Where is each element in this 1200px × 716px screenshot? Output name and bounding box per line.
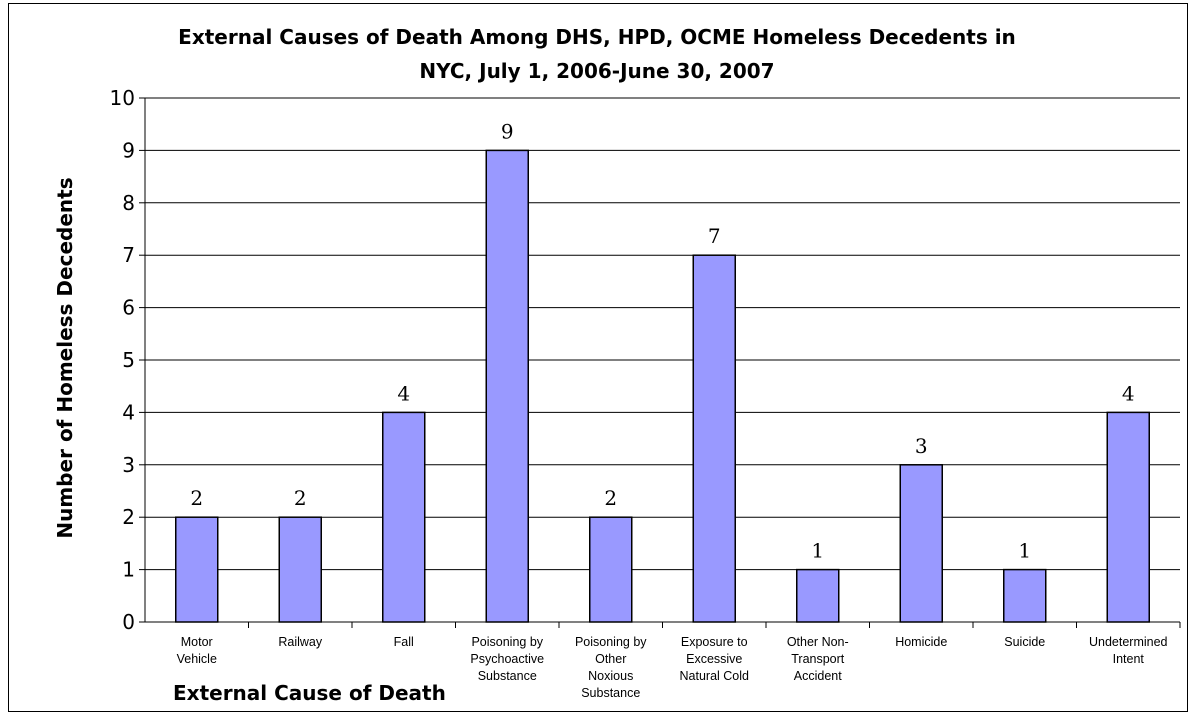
bar (692, 254, 736, 623)
x-tick-label: Undetermined (1089, 635, 1168, 649)
bar (278, 516, 322, 623)
y-tick-label: 9 (122, 138, 135, 162)
x-tick-label: Noxious (588, 669, 633, 683)
data-label: 1 (811, 539, 824, 563)
bar (485, 149, 529, 623)
chart-title-line-0: External Causes of Death Among DHS, HPD,… (178, 25, 1016, 49)
x-tick-label: Poisoning by (471, 635, 543, 649)
data-label: 1 (1018, 539, 1031, 563)
x-tick-label: Motor (181, 635, 213, 649)
bar (1003, 568, 1047, 623)
data-label: 4 (1122, 381, 1135, 405)
y-tick-label: 1 (122, 558, 135, 582)
x-tick-label: Suicide (1004, 635, 1045, 649)
y-tick-label: 10 (110, 86, 135, 110)
y-tick-label: 7 (122, 243, 135, 267)
bar (175, 516, 219, 623)
y-tick-label: 8 (122, 191, 135, 215)
bar (589, 516, 633, 623)
y-tick-label: 6 (122, 296, 135, 320)
y-tick-label: 3 (122, 453, 135, 477)
x-tick-label: Fall (394, 635, 414, 649)
data-label: 4 (397, 381, 410, 405)
x-tick-label: Intent (1113, 652, 1145, 666)
x-tick-label: Vehicle (177, 652, 217, 666)
data-label: 2 (294, 486, 307, 510)
x-tick-label: Accident (794, 669, 842, 683)
bar (382, 411, 426, 623)
data-label: 3 (915, 434, 928, 458)
x-tick-label: Substance (581, 686, 640, 700)
data-label: 7 (708, 224, 721, 248)
x-tick-label: Poisoning by (575, 635, 647, 649)
x-axis-label: External Cause of Death (173, 681, 446, 705)
x-tick-label: Excessive (686, 652, 742, 666)
data-label: 2 (190, 486, 203, 510)
bar (1106, 411, 1150, 623)
chart-title-line-1: NYC, July 1, 2006-June 30, 2007 (419, 59, 774, 83)
x-tick-label: Railway (278, 635, 323, 649)
y-tick-label: 4 (122, 400, 135, 424)
x-tick-label: Other Non- (787, 635, 849, 649)
x-tick-label: Natural Cold (680, 669, 750, 683)
y-tick-label: 2 (122, 505, 135, 529)
bar (796, 568, 840, 623)
data-label: 9 (501, 119, 514, 143)
x-tick-label: Exposure to (681, 635, 748, 649)
bar (899, 464, 943, 623)
x-tick-label: Other (595, 652, 626, 666)
x-tick-label: Psychoactive (470, 652, 544, 666)
data-label: 2 (604, 486, 617, 510)
x-tick-label: Substance (478, 669, 537, 683)
x-tick-label: Transport (791, 652, 845, 666)
x-tick-label: Homicide (895, 635, 947, 649)
y-tick-label: 5 (122, 348, 135, 372)
y-tick-label: 0 (122, 610, 135, 634)
y-axis-label: Number of Homeless Decedents (53, 177, 77, 538)
